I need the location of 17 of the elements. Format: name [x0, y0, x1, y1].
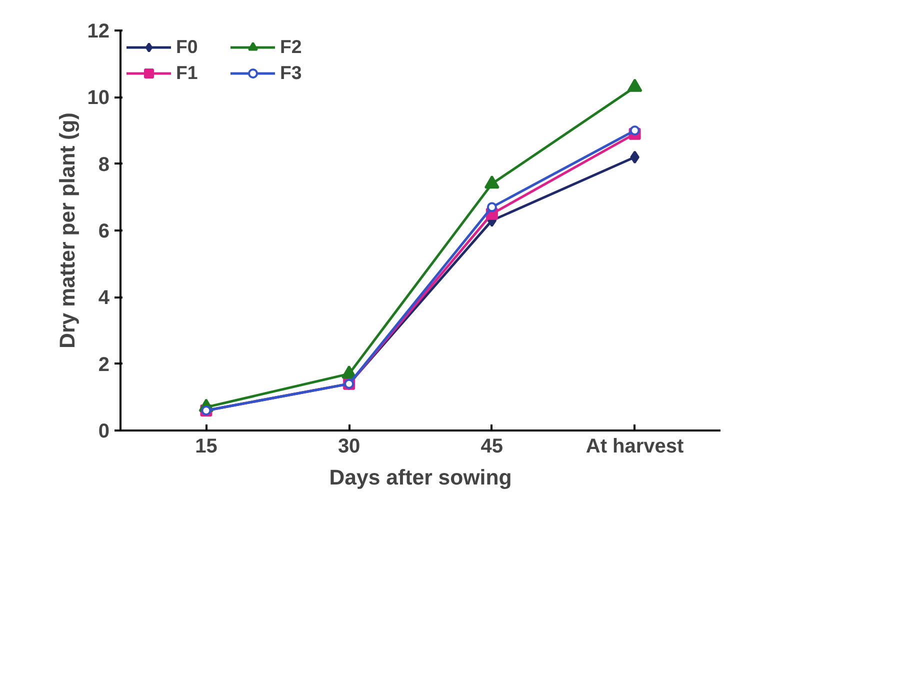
x-tick-label: At harvest: [586, 436, 684, 458]
legend-label: F0: [176, 36, 199, 58]
y-tick-label: 2: [98, 354, 110, 376]
x-tick-label: 15: [195, 436, 218, 458]
x-axis-title: Days after sowing: [329, 466, 512, 490]
legend-label: F3: [280, 62, 303, 84]
x-tick-label: 45: [480, 436, 504, 458]
y-tick-label: 6: [98, 220, 110, 242]
legend-label: F1: [176, 62, 199, 84]
y-tick-label: 12: [87, 20, 110, 42]
y-tick-label: 4: [98, 287, 110, 310]
y-tick-label: 0: [98, 420, 110, 442]
y-axis-title: Dry matter per plant (g): [55, 112, 80, 348]
legend-label: F2: [280, 36, 303, 58]
x-tick-label: 30: [338, 436, 360, 458]
y-tick-label: 8: [98, 154, 110, 176]
y-tick-label: 10: [87, 87, 110, 110]
